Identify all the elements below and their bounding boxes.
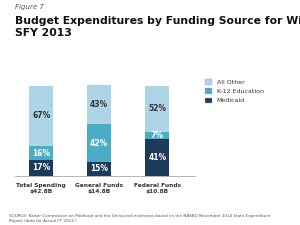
- Bar: [29, 160, 53, 176]
- Text: 15%: 15%: [90, 164, 108, 173]
- Text: Budget Expenditures by Funding Source for Wisconsin,
SFY 2013: Budget Expenditures by Funding Source fo…: [15, 16, 300, 38]
- Text: 67%: 67%: [32, 111, 50, 120]
- Bar: [87, 162, 111, 176]
- Bar: [87, 86, 111, 124]
- Text: 52%: 52%: [148, 104, 166, 113]
- Text: 41%: 41%: [148, 153, 166, 162]
- Text: 43%: 43%: [90, 100, 108, 109]
- Text: 16%: 16%: [32, 148, 50, 157]
- Text: 42%: 42%: [90, 139, 108, 148]
- Legend: All Other, K-12 Education, Medicaid: All Other, K-12 Education, Medicaid: [205, 79, 264, 104]
- Bar: [87, 124, 111, 162]
- Bar: [29, 146, 53, 160]
- Bar: [145, 139, 169, 176]
- Text: 7%: 7%: [151, 131, 164, 140]
- Bar: [145, 132, 169, 139]
- Bar: [29, 86, 53, 146]
- Text: 17%: 17%: [32, 163, 50, 172]
- Text: Figure 7: Figure 7: [15, 4, 44, 11]
- Text: SOURCE: Kaiser Commission on Medicaid and the Uninsured estimates based on the N: SOURCE: Kaiser Commission on Medicaid an…: [9, 214, 271, 223]
- Bar: [145, 86, 169, 132]
